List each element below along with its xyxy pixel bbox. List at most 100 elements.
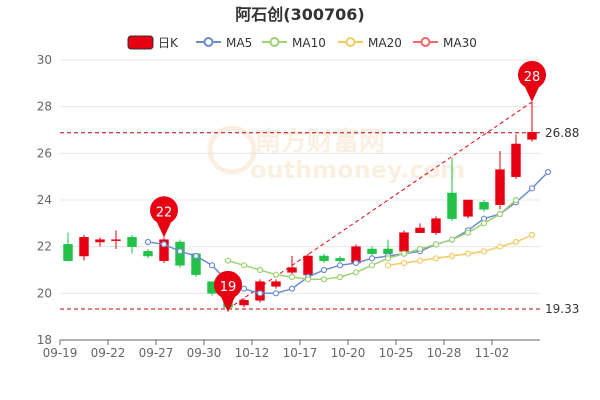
candle-up[interactable] — [239, 298, 249, 308]
price-marker[interactable]: 22 — [150, 196, 178, 238]
legend-marker-icon — [345, 37, 356, 47]
ma-point — [176, 248, 184, 255]
candle-body — [271, 281, 281, 287]
x-tick-label: 10-25 — [379, 346, 414, 360]
candle-up[interactable] — [95, 237, 105, 247]
x-tick-label: 10-17 — [283, 346, 318, 360]
candle-body — [479, 202, 489, 210]
ma-point — [448, 236, 456, 243]
ma-point — [304, 276, 312, 283]
candle-up[interactable] — [431, 216, 441, 235]
ma-point — [400, 250, 408, 257]
ma-point — [256, 290, 264, 297]
watermark-main-text: 南方财富网 — [255, 126, 385, 157]
ma-point — [240, 262, 248, 269]
candle-up[interactable] — [79, 235, 89, 261]
ma-point — [320, 266, 328, 274]
ma-point — [464, 229, 472, 236]
candle-body — [463, 199, 473, 217]
ma-point — [288, 273, 296, 281]
candle-body — [303, 255, 313, 275]
axes: 18 20 22 24 26 28 30 09-19 09-22 09-27 09-30 10-12 1… — [37, 53, 540, 360]
candle-down[interactable] — [367, 246, 377, 256]
markers[interactable]: 22 19 28 — [150, 60, 546, 312]
candle-body — [159, 239, 169, 261]
ma-point — [528, 185, 536, 192]
ma-point — [480, 248, 488, 255]
legend-label[interactable]: MA5 — [226, 36, 252, 50]
grid — [60, 59, 540, 341]
price-marker[interactable]: 19 — [214, 270, 243, 312]
candle-up[interactable] — [415, 223, 425, 233]
candle-down[interactable] — [319, 253, 329, 263]
candle-body — [447, 192, 457, 219]
ma-point — [256, 266, 264, 274]
candle-body — [111, 239, 121, 241]
candle-up[interactable] — [527, 102, 537, 142]
candle-down[interactable] — [143, 249, 153, 259]
candle-body — [287, 267, 297, 273]
ma-point — [160, 241, 168, 248]
ma-point — [496, 243, 504, 250]
candle-body — [431, 218, 441, 233]
candle-up[interactable] — [271, 279, 281, 289]
ma-line-ma20[interactable] — [387, 234, 533, 267]
ma-point — [352, 259, 360, 267]
candle-body — [127, 237, 137, 247]
candle-body — [143, 251, 153, 257]
ma-point — [336, 273, 344, 281]
ma-point — [224, 257, 232, 264]
ma-point — [432, 241, 440, 248]
candle-body — [95, 239, 105, 243]
y-tick-label: 20 — [37, 286, 52, 300]
candle-down[interactable] — [127, 235, 137, 254]
legend-label[interactable]: MA20 — [368, 36, 402, 50]
ma-line-ma5[interactable] — [147, 171, 549, 295]
y-tick-label: 30 — [37, 53, 52, 67]
y-tick-label: 18 — [37, 333, 52, 347]
ma-point — [336, 262, 344, 269]
ma-point — [192, 252, 200, 260]
ma-point — [496, 210, 504, 218]
candle-body — [415, 227, 425, 233]
watermark-logo-icon — [207, 125, 257, 175]
legend-marker-icon — [269, 37, 280, 47]
reference-lines: 26.88 19.33 — [60, 126, 579, 316]
ma-point — [544, 168, 552, 176]
ma-point — [384, 255, 392, 262]
candle-up[interactable] — [495, 151, 505, 210]
moving-averages[interactable] — [144, 168, 552, 297]
candle-down[interactable] — [479, 200, 489, 212]
ma-point — [272, 271, 280, 278]
legend-label[interactable]: MA10 — [292, 36, 326, 50]
ma-point — [416, 257, 424, 264]
marker-pin-icon — [518, 60, 546, 102]
candle-body — [495, 169, 505, 205]
candle-down[interactable] — [63, 232, 73, 261]
x-tick-label: 09-19 — [43, 346, 78, 360]
candle-up[interactable] — [111, 230, 121, 249]
candle-body — [367, 248, 377, 254]
ma-point — [416, 245, 424, 253]
price-marker[interactable]: 28 — [518, 60, 546, 102]
x-tick-label: 10-28 — [427, 346, 462, 360]
y-tick-label: 28 — [37, 100, 52, 114]
legend-label[interactable]: 日K — [158, 36, 179, 50]
ma-point — [448, 252, 456, 260]
marker-label: 19 — [220, 280, 237, 295]
ma-point — [272, 290, 280, 297]
candle-up[interactable] — [399, 230, 409, 254]
candle-body — [63, 244, 73, 261]
reference-line-label: 19.33 — [545, 302, 579, 316]
candle-up[interactable] — [159, 237, 169, 263]
candle-up[interactable] — [287, 256, 297, 275]
ma-point — [480, 220, 488, 227]
candle-up[interactable] — [463, 199, 473, 219]
chart-title: 阿石创(300706) — [235, 5, 364, 24]
candle-body — [399, 232, 409, 252]
candle-down[interactable] — [447, 158, 457, 221]
candle-up[interactable] — [511, 134, 521, 179]
legend-label[interactable]: MA30 — [443, 36, 477, 50]
watermark: 南方财富网 outhmoney.com — [207, 125, 465, 184]
legend[interactable]: 日K MA5 MA10 MA20 MA30 — [127, 35, 477, 50]
